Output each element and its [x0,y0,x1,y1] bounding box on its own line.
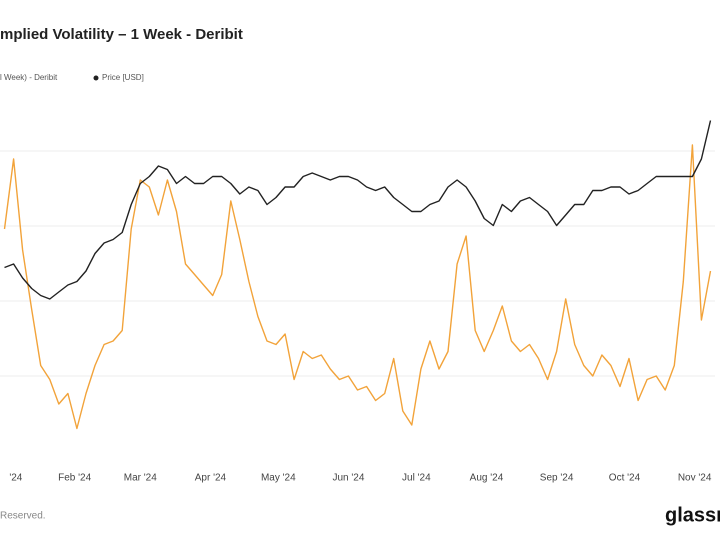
series-line [4,120,712,300]
plot-area [3,120,712,430]
x-tick-label: Apr '24 [195,473,227,484]
chart-title: mplied Volatility – 1 Week - Deribit [0,26,243,43]
logo: glassn [665,504,720,526]
x-tick-label: Oct '24 [609,473,641,484]
x-tick-label: Jun '24 [332,473,364,484]
x-tick-label: '24 [9,473,22,484]
legend: l Week) - Deribit Price [USD] [0,73,144,82]
grid [0,150,715,377]
legend-label: l Week) - Deribit [0,73,58,82]
series-line [3,144,712,430]
x-tick-label: May '24 [261,473,296,484]
legend-swatch [93,75,99,81]
x-tick-label: Jul '24 [402,473,431,484]
legend-label: Price [USD] [102,73,144,82]
x-tick-label: Aug '24 [470,473,504,484]
x-tick-label: Sep '24 [540,473,574,484]
x-tick-label: Feb '24 [58,473,91,484]
x-tick-label: Mar '24 [124,473,157,484]
x-tick-label: Nov '24 [678,473,712,484]
footer: Reserved. [0,511,46,522]
